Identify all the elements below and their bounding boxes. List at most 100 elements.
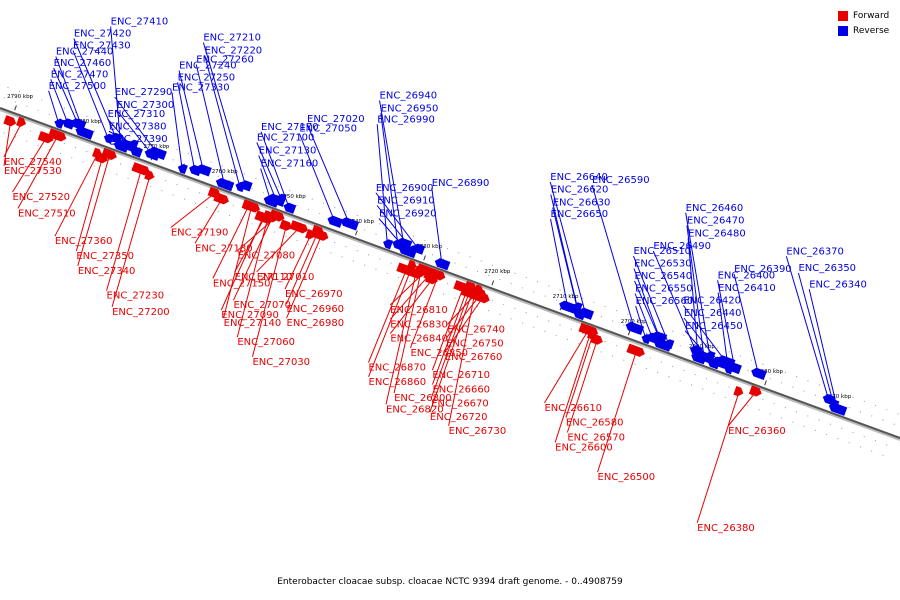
gene-label: ENC_26840	[390, 334, 448, 345]
gene-feature	[664, 339, 675, 350]
gene-label: ENC_27050	[299, 124, 357, 135]
gene-label: ENC_26500	[598, 472, 656, 483]
gene-feature	[276, 193, 287, 204]
axis-tick	[14, 105, 17, 111]
gene-arrow	[144, 170, 155, 181]
gene-feature	[434, 258, 451, 271]
gene-leader-line	[429, 290, 474, 413]
gene-feature	[239, 180, 253, 192]
gene-leader-line	[106, 169, 142, 291]
gene-leader-line	[554, 330, 592, 443]
gene-leader-line	[797, 272, 835, 405]
gene-leader-line	[223, 206, 253, 318]
gene-label: ENC_26820	[386, 404, 444, 415]
gene-label: ENC_27330	[172, 83, 230, 94]
gene-label: ENC_26950	[381, 103, 439, 114]
gene-leader-line	[234, 217, 265, 273]
gene-leader-line	[376, 124, 388, 244]
gene-feature	[578, 307, 594, 320]
gene-label: ENC_27010	[257, 272, 315, 283]
legend-reverse: Reverse	[838, 23, 889, 38]
gene-label: ENC_26990	[377, 114, 435, 125]
gene-arrow	[383, 239, 394, 250]
gene-leader-line	[12, 137, 47, 193]
gene-leader-line	[171, 92, 183, 169]
gene-leader-line	[75, 158, 103, 252]
gene-leader-line	[634, 293, 653, 338]
gene-arrow	[177, 164, 188, 175]
gene-leader-line	[107, 118, 137, 152]
legend: Forward Reverse	[838, 8, 889, 38]
gene-feature	[289, 220, 309, 234]
gene-arrow	[3, 115, 17, 127]
gene-leader-line	[785, 256, 829, 400]
gene-label: ENC_26340	[809, 279, 867, 290]
gene-feature	[406, 259, 417, 270]
gene-feature	[733, 386, 744, 397]
gene-leader-line	[686, 225, 705, 357]
gene-label: ENC_27220	[205, 45, 263, 56]
gene-arrow	[664, 339, 675, 350]
axis-tick	[355, 230, 358, 236]
axis-shadow	[0, 108, 900, 441]
gene-leader-line	[633, 268, 663, 345]
gene-leader-line	[717, 292, 729, 369]
gene-label: ENC_26800	[394, 393, 452, 404]
gene-leader-line	[409, 274, 439, 349]
axis-tick	[491, 280, 495, 286]
gene-leader-line	[50, 79, 69, 124]
axis-tick	[764, 380, 767, 386]
gene-arrow	[406, 259, 417, 270]
gene-leader-line	[306, 123, 350, 224]
gene-label: ENC_27210	[203, 33, 261, 44]
gene-arrow	[407, 266, 423, 279]
gene-leader-line	[284, 234, 312, 290]
gene-label: ENC_27130	[259, 146, 317, 157]
gene-label: ENC_26720	[430, 412, 488, 423]
gene-feature	[429, 268, 446, 281]
gene-label: ENC_26610	[544, 403, 602, 414]
gene-label: ENC_26590	[592, 175, 650, 186]
gene-arrow	[196, 164, 212, 177]
axis-tick-label: 2760 kbp	[212, 169, 238, 175]
gene-feature	[144, 170, 155, 181]
gene-label: ENC_27090	[221, 310, 279, 321]
gene-feature	[559, 300, 578, 314]
gene-label: ENC_26450	[685, 321, 743, 332]
gene-label: ENC_26350	[798, 263, 856, 274]
gene-arrow	[131, 162, 150, 176]
gene-leader-line	[114, 96, 158, 154]
gene-leader-line	[565, 334, 594, 418]
gene-leader-line	[54, 153, 99, 237]
gene-feature	[215, 177, 235, 192]
gene-label: ENC_27470	[51, 69, 109, 80]
gene-leader-line	[808, 289, 838, 409]
gene-arrow	[582, 324, 599, 337]
gene-label: ENC_27230	[107, 291, 165, 302]
gene-label: ENC_27530	[4, 166, 62, 177]
gene-arrow	[429, 268, 446, 281]
gene-feature	[213, 192, 229, 205]
gene-label: ENC_26670	[431, 398, 489, 409]
genome-caption: Enterobacter cloacae subsp. cloacae NCTC…	[277, 577, 623, 587]
gene-feature	[327, 215, 344, 228]
gene-label: ENC_26550	[635, 284, 693, 295]
gene-arrow	[578, 307, 594, 320]
gene-label: ENC_26660	[432, 385, 490, 396]
gene-arrow	[276, 193, 287, 204]
gene-leader-line	[111, 175, 151, 308]
gene-label: ENC_27160	[261, 159, 319, 170]
gene-feature	[75, 126, 94, 140]
gene-leader-line	[682, 305, 726, 362]
gene-feature	[131, 162, 150, 176]
gene-feature	[729, 362, 742, 375]
gene-label: ENC_26870	[368, 363, 426, 374]
axis-tick-label: 2750 kbp	[280, 194, 306, 200]
axis-tick-label: 2730 kbp	[416, 244, 442, 250]
gene-feature	[582, 324, 599, 337]
gene-label: ENC_26910	[377, 196, 435, 207]
gene-feature	[283, 202, 297, 214]
forward-swatch	[838, 10, 848, 21]
gene-leader-line	[53, 67, 79, 124]
gene-arrow	[54, 118, 65, 129]
